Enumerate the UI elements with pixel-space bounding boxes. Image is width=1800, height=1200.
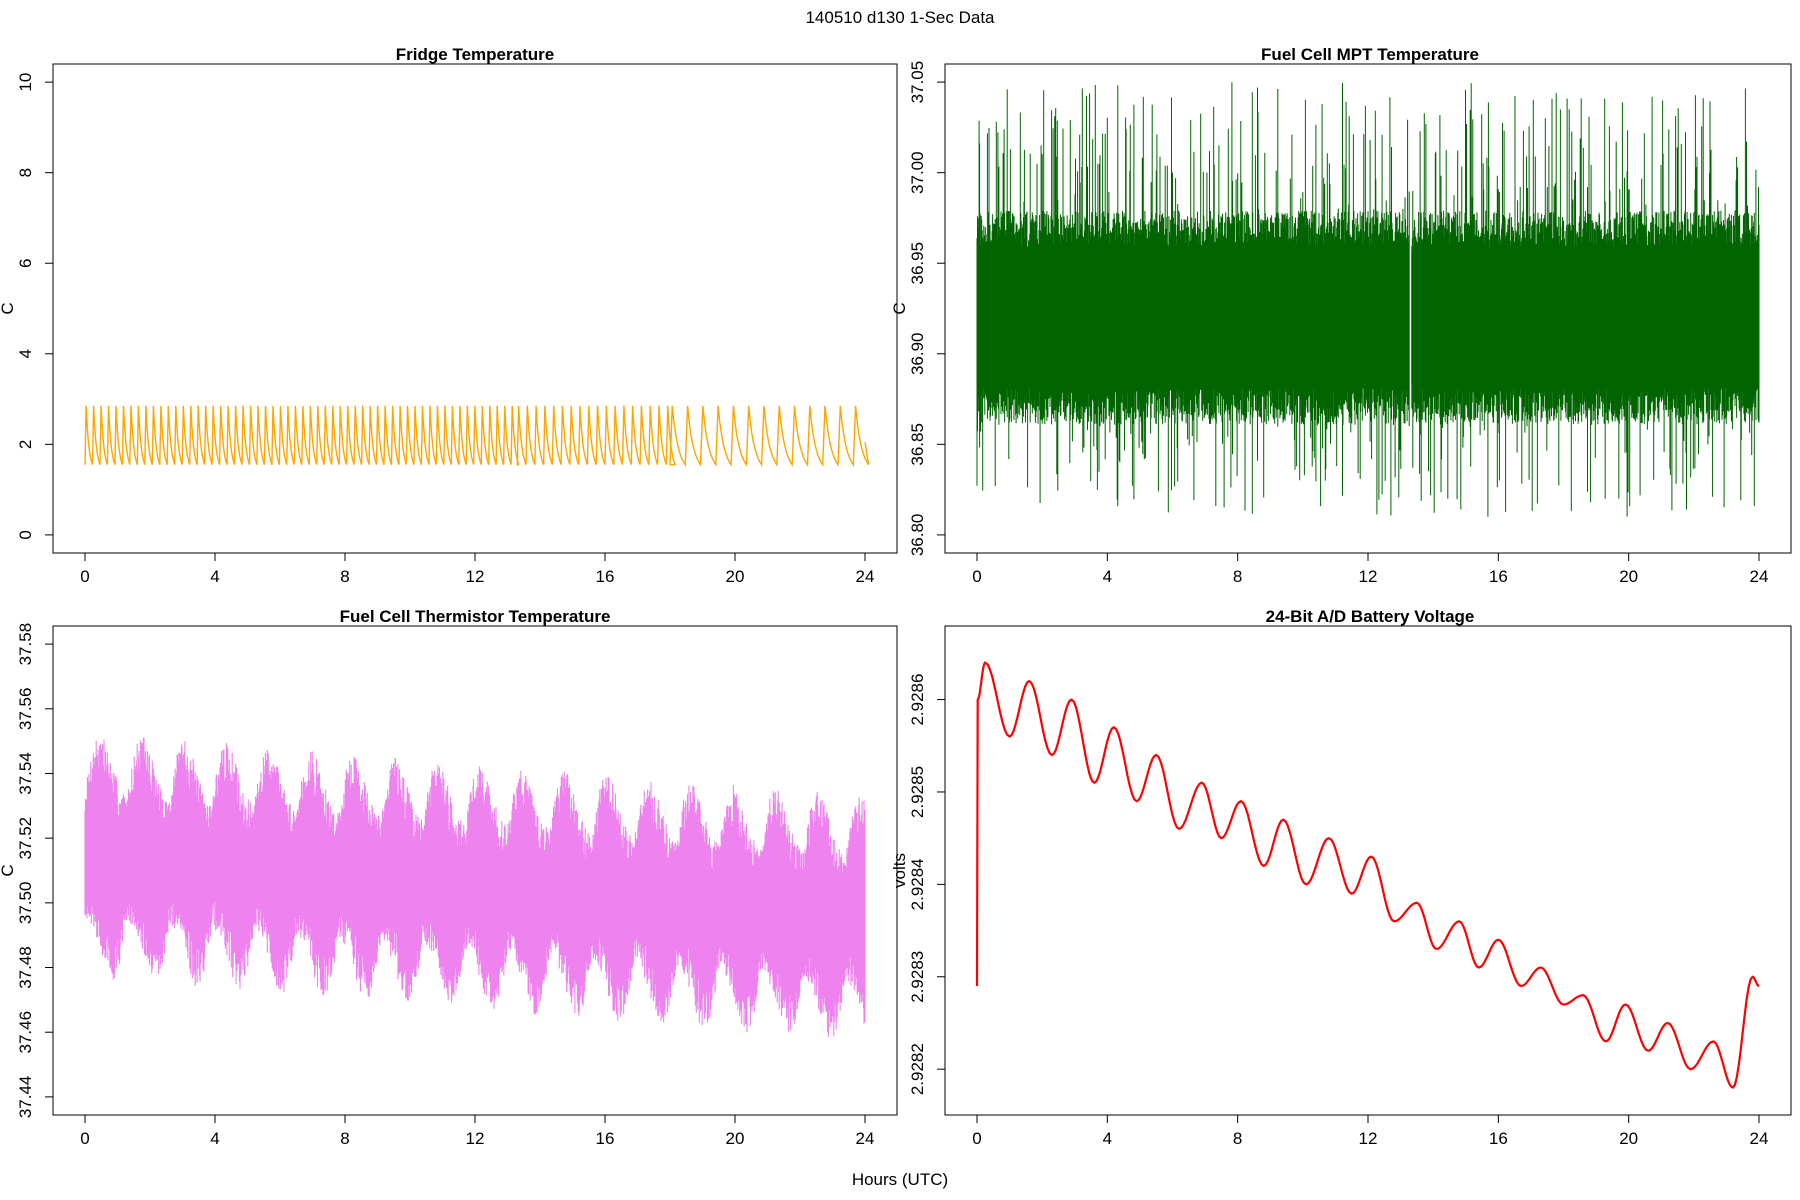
series-line — [975, 661, 1760, 1090]
y-axis-label: C — [0, 302, 17, 314]
panel-battery-voltage: 24-Bit A/D Battery Voltage 0 4 8 12 16 20 24 2.… — [890, 607, 1792, 1148]
x-tick-label: 4 — [210, 567, 219, 586]
x-tick-label: 8 — [340, 1129, 349, 1148]
y-tick-label: 0 — [16, 530, 35, 539]
y-tick-label: 36.80 — [908, 514, 927, 557]
panel-title: Fuel Cell Thermistor Temperature — [340, 607, 611, 626]
x-tick-label: 20 — [1619, 567, 1638, 586]
y-tick-label: 8 — [16, 168, 35, 177]
series-band — [1411, 250, 1759, 385]
plot-frame — [52, 63, 898, 554]
x-tick-label: 4 — [1103, 1129, 1112, 1148]
x-tick-label: 24 — [1750, 567, 1769, 586]
y-tick-label: 37.50 — [16, 882, 35, 925]
x-tick-label: 20 — [1619, 1129, 1638, 1148]
x-tick-label: 0 — [972, 1129, 981, 1148]
panel-fuel-cell-mpt-temperature: Fuel Cell MPT Temperature 0 4 8 12 16 20 24 36.… — [890, 45, 1792, 586]
x-tick-label: 4 — [210, 1129, 219, 1148]
y-tick-label: 37.56 — [16, 688, 35, 731]
x-tick-label: 12 — [1359, 1129, 1378, 1148]
series-line — [84, 737, 866, 1038]
y-tick-label: 37.48 — [16, 946, 35, 989]
y-axis-label: C — [0, 864, 17, 876]
x-tick-label: 12 — [466, 1129, 485, 1148]
y-tick-label: 2.9283 — [908, 951, 927, 1003]
panel-title: Fridge Temperature — [396, 45, 554, 64]
y-tick-label: 2.9285 — [908, 766, 927, 818]
y-tick-label: 2.9286 — [908, 674, 927, 726]
panel-title: 24-Bit A/D Battery Voltage — [1266, 607, 1475, 626]
x-tick-label: 16 — [1489, 1129, 1508, 1148]
y-tick-label: 37.52 — [16, 817, 35, 860]
y-tick-label: 36.95 — [908, 242, 927, 285]
y-tick-label: 10 — [16, 73, 35, 92]
panel-fuel-cell-thermistor-temperature: Fuel Cell Thermistor Temperature 0 4 8 12 16… — [0, 607, 898, 1148]
panel-fridge-temperature: Fridge Temperature 048121620240246810C — [0, 45, 898, 586]
x-tick-label: 24 — [856, 1129, 875, 1148]
y-axis-label: C — [890, 302, 909, 314]
y-tick-label: 6 — [16, 258, 35, 267]
x-tick-label: 12 — [466, 567, 485, 586]
x-tick-label: 24 — [856, 567, 875, 586]
y-tick-label: 36.85 — [908, 423, 927, 466]
y-tick-label: 37.54 — [16, 752, 35, 795]
x-tick-label: 0 — [972, 567, 981, 586]
x-tick-label: 16 — [596, 567, 615, 586]
y-tick-label: 37.46 — [16, 1011, 35, 1054]
x-tick-label: 8 — [340, 567, 349, 586]
x-tick-label: 4 — [1103, 567, 1112, 586]
x-tick-label: 0 — [80, 567, 89, 586]
x-tick-label: 0 — [80, 1129, 89, 1148]
y-tick-label: 2.9284 — [908, 858, 927, 910]
x-tick-label: 8 — [1233, 1129, 1242, 1148]
x-tick-label: 16 — [596, 1129, 615, 1148]
x-tick-label: 24 — [1750, 1129, 1769, 1148]
y-tick-label: 36.90 — [908, 333, 927, 376]
y-tick-label: 4 — [16, 349, 35, 358]
figure-x-label: Hours (UTC) — [852, 1170, 948, 1189]
x-tick-label: 12 — [1359, 567, 1378, 586]
y-tick-label: 37.05 — [908, 61, 927, 104]
x-tick-label: 8 — [1233, 567, 1242, 586]
y-axis-label: volts — [890, 853, 909, 888]
y-tick-label: 37.44 — [16, 1076, 35, 1119]
x-tick-label: 20 — [726, 1129, 745, 1148]
y-tick-label: 2.9282 — [908, 1043, 927, 1095]
y-tick-label: 37.58 — [16, 623, 35, 666]
panel-title: Fuel Cell MPT Temperature — [1261, 45, 1479, 64]
series-line — [84, 405, 870, 468]
y-tick-label: 37.00 — [908, 151, 927, 194]
x-tick-label: 20 — [726, 567, 745, 586]
x-tick-label: 16 — [1489, 567, 1508, 586]
y-tick-label: 2 — [16, 440, 35, 449]
figure-title: 140510 d130 1-Sec Data — [805, 8, 995, 27]
series-band — [977, 250, 1410, 385]
